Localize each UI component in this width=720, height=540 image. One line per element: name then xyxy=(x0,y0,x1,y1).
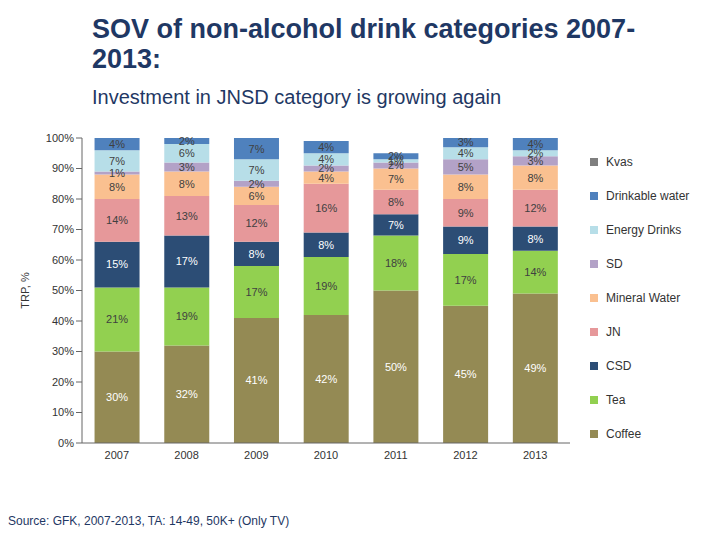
svg-text:8%: 8% xyxy=(249,248,265,260)
svg-text:19%: 19% xyxy=(176,310,198,322)
svg-text:7%: 7% xyxy=(109,155,125,167)
svg-text:2%: 2% xyxy=(388,150,404,162)
svg-text:45%: 45% xyxy=(455,368,477,380)
svg-text:4%: 4% xyxy=(318,141,334,153)
html-text:Investment in JNSD category is: Investment in JNSD category is growing a… xyxy=(92,86,502,108)
svg-text:TRP, %: TRP, % xyxy=(19,272,31,309)
svg-text:12%: 12% xyxy=(245,217,267,229)
svg-text:4%: 4% xyxy=(109,138,125,150)
svg-text:42%: 42% xyxy=(315,373,337,385)
html-text:SOV of non-alcohol drink categ: SOV of non-alcohol drink categories 2007… xyxy=(92,14,636,74)
svg-text:49%: 49% xyxy=(524,362,546,374)
html-text:Drinkable water: Drinkable water xyxy=(606,189,690,203)
svg-text:19%: 19% xyxy=(315,280,337,292)
svg-text:16%: 16% xyxy=(315,202,337,214)
svg-text:9%: 9% xyxy=(458,234,474,246)
svg-text:3%: 3% xyxy=(179,161,195,173)
html-text:CSD: CSD xyxy=(606,359,632,373)
svg-text:3%: 3% xyxy=(458,136,474,148)
svg-text:17%: 17% xyxy=(245,286,267,298)
svg-text:12%: 12% xyxy=(524,202,546,214)
html-text:Kvas: Kvas xyxy=(606,155,633,169)
svg-text:2007: 2007 xyxy=(105,449,129,461)
svg-text:0%: 0% xyxy=(58,437,74,449)
svg-text:2%: 2% xyxy=(318,162,335,175)
html-text:Energy Drinks: Energy Drinks xyxy=(606,223,682,237)
svg-text:8%: 8% xyxy=(458,181,474,193)
svg-text:80%: 80% xyxy=(52,193,74,205)
svg-text:8%: 8% xyxy=(527,172,543,184)
svg-text:2013: 2013 xyxy=(523,449,547,461)
svg-text:3%: 3% xyxy=(527,154,544,167)
svg-text:30%: 30% xyxy=(52,345,74,357)
svg-text:2010: 2010 xyxy=(314,449,338,461)
svg-text:32%: 32% xyxy=(176,388,198,400)
html-text:Source: GFK, 2007-2013, TA: 14: Source: GFK, 2007-2013, TA: 14-49, 50K+ … xyxy=(8,514,290,528)
svg-text:5%: 5% xyxy=(458,161,474,173)
svg-text:2011: 2011 xyxy=(384,449,408,461)
svg-text:13%: 13% xyxy=(176,210,198,222)
svg-text:17%: 17% xyxy=(455,274,477,286)
svg-text:2012: 2012 xyxy=(453,449,477,461)
svg-text:2009: 2009 xyxy=(244,449,268,461)
svg-text:8%: 8% xyxy=(109,181,125,193)
svg-text:2%: 2% xyxy=(179,135,195,147)
svg-text:40%: 40% xyxy=(52,315,74,327)
html-text:JN: JN xyxy=(606,325,621,339)
svg-text:17%: 17% xyxy=(176,255,198,267)
svg-text:60%: 60% xyxy=(52,254,74,266)
svg-text:14%: 14% xyxy=(524,266,546,278)
svg-text:7%: 7% xyxy=(249,143,265,155)
svg-text:4%: 4% xyxy=(318,171,335,184)
svg-text:70%: 70% xyxy=(52,223,74,235)
svg-text:8%: 8% xyxy=(318,239,334,251)
svg-text:4%: 4% xyxy=(458,147,474,159)
svg-text:8%: 8% xyxy=(388,196,404,208)
svg-text:1%: 1% xyxy=(109,167,125,179)
svg-text:9%: 9% xyxy=(458,207,474,219)
svg-text:4%: 4% xyxy=(527,138,543,150)
svg-text:41%: 41% xyxy=(245,374,267,386)
svg-text:6%: 6% xyxy=(249,190,265,202)
svg-text:8%: 8% xyxy=(179,178,195,190)
svg-text:90%: 90% xyxy=(52,162,74,174)
html-text:Coffee: Coffee xyxy=(606,427,642,441)
svg-text:10%: 10% xyxy=(52,406,74,418)
svg-text:2%: 2% xyxy=(249,178,265,190)
svg-text:2%: 2% xyxy=(527,147,544,160)
svg-text:8%: 8% xyxy=(527,233,543,245)
svg-text:50%: 50% xyxy=(385,361,407,373)
svg-text:20%: 20% xyxy=(52,376,74,388)
svg-text:6%: 6% xyxy=(179,147,195,159)
svg-text:2008: 2008 xyxy=(174,449,198,461)
svg-text:50%: 50% xyxy=(52,284,74,296)
html-text:SD: SD xyxy=(606,257,623,271)
svg-text:18%: 18% xyxy=(385,257,407,269)
svg-text:14%: 14% xyxy=(106,214,128,226)
svg-text:100%: 100% xyxy=(46,132,74,144)
html-text:Tea: Tea xyxy=(606,393,626,407)
svg-text:7%: 7% xyxy=(388,219,404,231)
svg-text:21%: 21% xyxy=(106,313,128,325)
svg-text:7%: 7% xyxy=(249,164,265,176)
svg-text:30%: 30% xyxy=(106,391,128,403)
svg-text:15%: 15% xyxy=(106,258,128,270)
html-text:Mineral Water: Mineral Water xyxy=(606,291,681,305)
svg-text:4%: 4% xyxy=(318,153,334,165)
svg-text:7%: 7% xyxy=(388,173,404,185)
